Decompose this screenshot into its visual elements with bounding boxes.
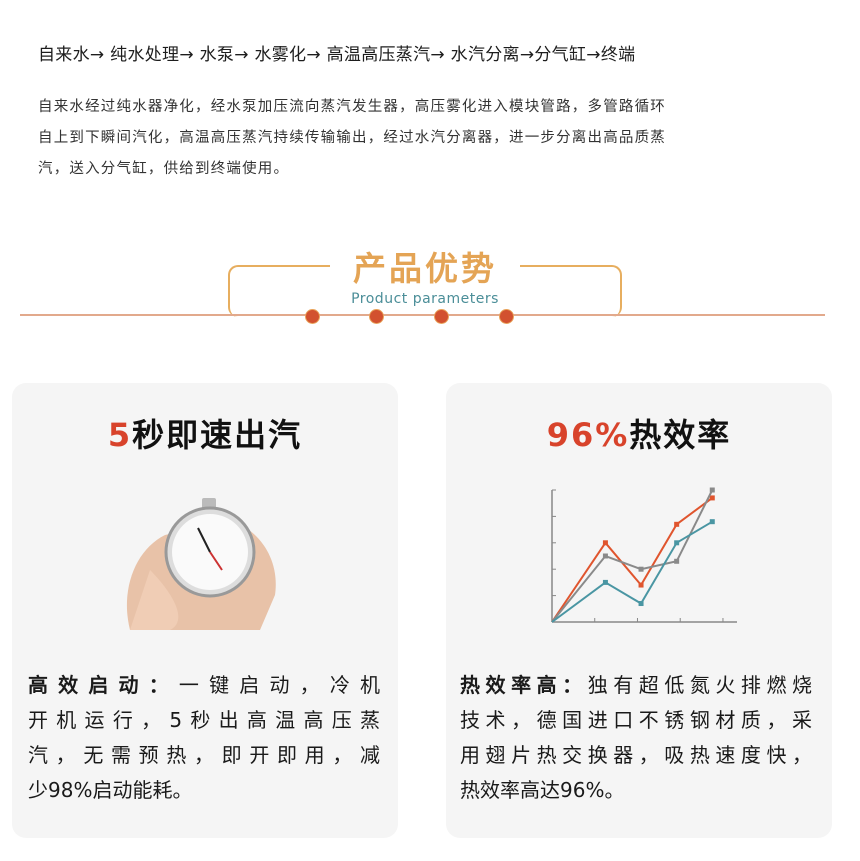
section-divider [20,314,825,316]
title-text: 秒即速出汽 [132,416,303,454]
data-point [638,566,644,572]
desc-line: 高效启动：一键启动，冷机 [28,668,380,703]
desc-line: 汽，无需预热，即开即用，减 [28,743,380,767]
data-point [709,519,715,525]
ornament-dot [434,309,449,324]
desc-lead: 热效率高： [460,673,588,697]
card-description: 高效启动：一键启动，冷机 开机运行，5秒出高温高压蒸 汽，无需预热，即开即用，减… [28,668,380,808]
data-point [602,540,608,546]
data-point [674,521,680,527]
intro-line: 汽，送入分气缸，供给到终端使用。 [38,161,290,177]
ornament-dot [499,309,514,324]
data-point [602,553,608,559]
section-subtitle: Product parameters [351,291,499,307]
title-highlight: 96% [546,416,630,454]
desc-text: 独有超低氮火排燃烧 [587,673,813,697]
card-title: 5秒即速出汽 [12,410,398,456]
intro-line: 自上到下瞬间汽化，高温高压蒸汽持续传输输出，经过水汽分离器，进一步分离出高品质蒸 [38,130,666,146]
feature-card-efficiency [446,383,832,838]
desc-line: 开机运行，5秒出高温高压蒸 [28,708,380,732]
data-point [674,558,680,564]
desc-line: 热效率高达96%。 [460,778,625,802]
stopwatch-needle [197,527,211,553]
title-text: 热效率 [629,416,732,454]
desc-line: 技术，德国进口不锈钢材质，采 [460,708,812,732]
desc-line: 少98%启动能耗。 [28,778,193,802]
data-point [638,601,644,607]
process-flow: 自来水→ 纯水处理→ 水泵→ 水雾化→ 高温高压蒸汽→ 水汽分离→分气缸→终端 [38,45,636,65]
desc-lead: 高效启动： [28,673,179,697]
title-highlight: 5 [107,416,133,454]
ornament-dot [369,309,384,324]
data-point [674,540,680,546]
thumb-icon [130,570,179,630]
data-point [638,582,644,588]
series-line [551,489,714,623]
data-point [709,495,715,501]
stopwatch-hand-image [126,498,276,630]
desc-text: 一键启动，冷机 [178,673,381,697]
desc-line: 用翅片热交换器，吸热速度快， [460,743,812,767]
card-title: 96%热效率 [446,410,832,456]
data-point [709,487,715,493]
stopwatch-needle [209,551,223,571]
intro-line: 自来水经过纯水器净化，经水泵加压流向蒸汽发生器，高压雾化进入模块管路，多管路循环 [38,99,666,115]
section-title: 产品优势 [330,242,520,290]
series-line [551,520,713,623]
ornament-dot [305,309,320,324]
efficiency-line-chart [551,487,737,623]
data-point [602,579,608,585]
intro-paragraph: 自来水经过纯水器净化，经水泵加压流向蒸汽发生器，高压雾化进入模块管路，多管路循环… [38,92,818,185]
card-description: 热效率高：独有超低氮火排燃烧 技术，德国进口不锈钢材质，采 用翅片热交换器，吸热… [460,668,812,808]
desc-line: 热效率高：独有超低氮火排燃烧 [460,668,812,703]
